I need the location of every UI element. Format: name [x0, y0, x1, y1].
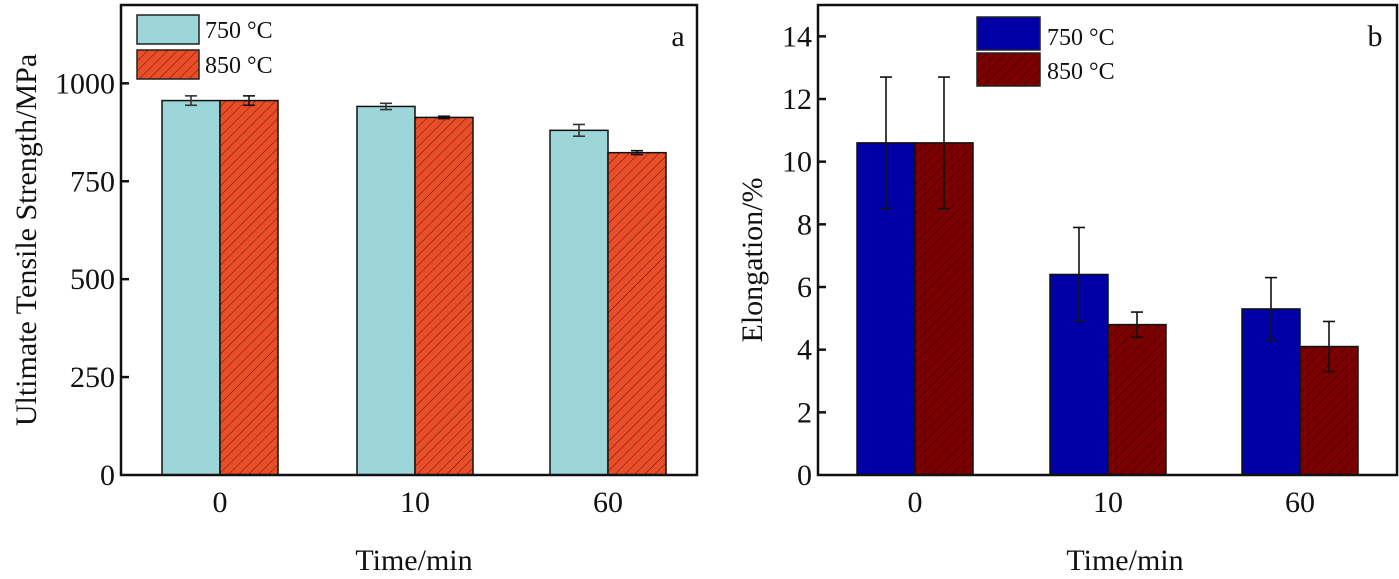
- panel-b-legend-label-850: 850 °C: [1047, 59, 1115, 85]
- panel-a-y-tick-label: 500: [70, 263, 115, 296]
- panel-b-x-tick-label: 10: [1093, 486, 1123, 519]
- panel-a-y-tick-label: 750: [70, 165, 115, 198]
- panel-b-y-tick-label: 8: [797, 208, 812, 241]
- panel-b-plot: 0 2 4 6 8 10 12 14 0 10 60: [782, 3, 1399, 519]
- panel-b-error-bar-850-10: [1131, 311, 1143, 338]
- panel-a-legend-label-750: 750 °C: [205, 18, 273, 44]
- panel-b-x-axis-title: Time/min: [1066, 544, 1183, 577]
- panel-b-error-bar-850-0: [938, 76, 950, 210]
- panel-b-legend-swatch-750: [976, 16, 1041, 51]
- panel-a-error-bar-750-10: [380, 102, 392, 111]
- panel-a-x-axis-title: Time/min: [355, 544, 472, 577]
- panel-a-plot: 0 250 500 750 1000 0 10 60: [55, 3, 699, 519]
- panel-b-legend-label-750: 750 °C: [1047, 25, 1115, 51]
- panel-a-x-tick-label: 60: [593, 486, 623, 519]
- panel-a-y-tick-label: 0: [100, 459, 115, 492]
- panel-b-error-bar-750-0: [880, 76, 892, 210]
- panel-b-y-tick-label: 4: [797, 334, 812, 367]
- panel-a-legend-label-850: 850 °C: [205, 53, 273, 79]
- panel-a-error-bar-850-60: [631, 149, 643, 156]
- panel-b-y-tick-label: 2: [797, 396, 812, 429]
- panel-a-frame: [119, 3, 699, 477]
- panel-b: b Time/min Elongation/% 750 °C 850 °C: [736, 20, 1383, 577]
- panel-a: a Time/min Ultimate Tensile Strength/MPa…: [10, 18, 685, 577]
- panel-b-error-bar-750-60: [1265, 276, 1277, 342]
- panel-a-error-bar-750-0: [185, 95, 197, 107]
- panel-a-legend-swatch-750: [136, 14, 200, 45]
- panel-b-label: b: [1368, 20, 1383, 53]
- panel-a-legend-swatch-850: [136, 49, 200, 80]
- panel-a-error-bar-850-0: [243, 95, 255, 107]
- panel-a-bar-850-0: [219, 99, 279, 476]
- panel-b-y-tick-label: 12: [782, 83, 812, 116]
- panel-b-x-tick-label: 60: [1285, 486, 1315, 519]
- panel-a-bar-850-10: [414, 116, 474, 476]
- panel-b-y-tick-label: 0: [797, 459, 812, 492]
- panel-a-y-axis-title: Ultimate Tensile Strength/MPa: [10, 54, 43, 426]
- panel-b-error-bar-750-10: [1073, 226, 1085, 323]
- panel-b-y-tick-label: 10: [782, 146, 812, 179]
- panel-a-y-tick-label: 1000: [55, 67, 115, 100]
- panel-b-error-bar-850-60: [1323, 320, 1335, 373]
- panel-b-y-tick-label: 6: [797, 271, 812, 304]
- panel-b-bar-850-10: [1107, 323, 1167, 476]
- panel-b-y-axis-title: Elongation/%: [736, 178, 769, 343]
- panel-a-error-bar-750-60: [573, 123, 585, 138]
- panel-b-frame: [816, 3, 1399, 477]
- panel-a-x-tick-label: 0: [213, 486, 228, 519]
- panel-a-error-bar-850-10: [438, 115, 450, 120]
- panel-a-bar-750-10: [356, 105, 416, 476]
- panel-a-bar-750-0: [161, 99, 221, 476]
- panel-b-x-tick-label: 0: [908, 486, 923, 519]
- panel-a-x-tick-label: 10: [400, 486, 430, 519]
- panel-b-legend-swatch-850: [976, 52, 1041, 87]
- panel-a-label: a: [671, 20, 684, 53]
- panel-a-y-tick-label: 250: [70, 361, 115, 394]
- panel-b-y-tick-label: 14: [782, 20, 812, 53]
- panel-a-bar-750-60: [549, 129, 609, 476]
- panel-a-bar-850-60: [607, 151, 667, 476]
